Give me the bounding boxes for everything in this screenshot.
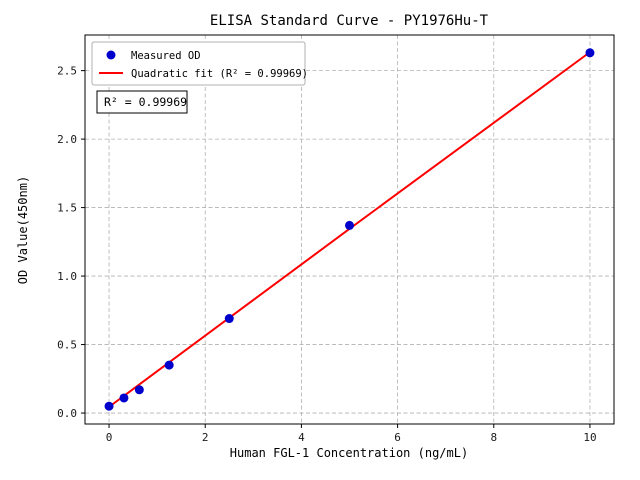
x-tick-label: 6 xyxy=(394,431,401,444)
legend-box xyxy=(91,41,306,86)
y-tick-label: 2.0 xyxy=(57,133,77,146)
data-point xyxy=(134,385,144,395)
y-tick-label: 0.0 xyxy=(57,407,77,420)
x-tick-label: 2 xyxy=(202,431,209,444)
chart-title: ELISA Standard Curve - PY1976Hu-T xyxy=(210,13,489,29)
data-layer xyxy=(104,48,595,411)
data-point xyxy=(164,360,174,370)
legend: Measured OD Quadratic fit (R² = 0.99969) xyxy=(91,41,308,86)
legend-label-quadratic-fit: Quadratic fit (R² = 0.99969) xyxy=(131,68,308,80)
x-axis-label: Human FGL-1 Concentration (ng/mL) xyxy=(230,446,468,460)
y-tick-label: 1.5 xyxy=(57,202,77,215)
y-tick-label: 2.5 xyxy=(57,65,77,78)
data-point xyxy=(119,393,129,403)
y-axis-label: OD Value(450nm) xyxy=(16,176,30,284)
x-tick-label: 0 xyxy=(106,431,113,444)
x-tick-label: 4 xyxy=(298,431,305,444)
x-tick-label: 8 xyxy=(490,431,497,444)
x-tick-label: 10 xyxy=(583,431,596,444)
r-squared-text: R² = 0.99969 xyxy=(104,95,187,109)
plot-border xyxy=(84,34,615,425)
data-point xyxy=(104,401,114,411)
data-point xyxy=(585,48,595,58)
legend-label-measured-od: Measured OD xyxy=(131,50,201,62)
data-point xyxy=(224,314,234,324)
data-point xyxy=(345,220,354,230)
r-squared-box xyxy=(96,90,188,114)
r-squared-annotation: R² = 0.99969 xyxy=(96,90,188,114)
y-tick-label: 1.0 xyxy=(57,270,77,283)
tick-layer: 0 2 4 6 8 10 0.0 0.5 1.0 1.5 2.0 2.5 xyxy=(57,65,596,444)
legend-marker-measured-od xyxy=(106,50,116,60)
y-tick-label: 0.5 xyxy=(57,339,77,352)
